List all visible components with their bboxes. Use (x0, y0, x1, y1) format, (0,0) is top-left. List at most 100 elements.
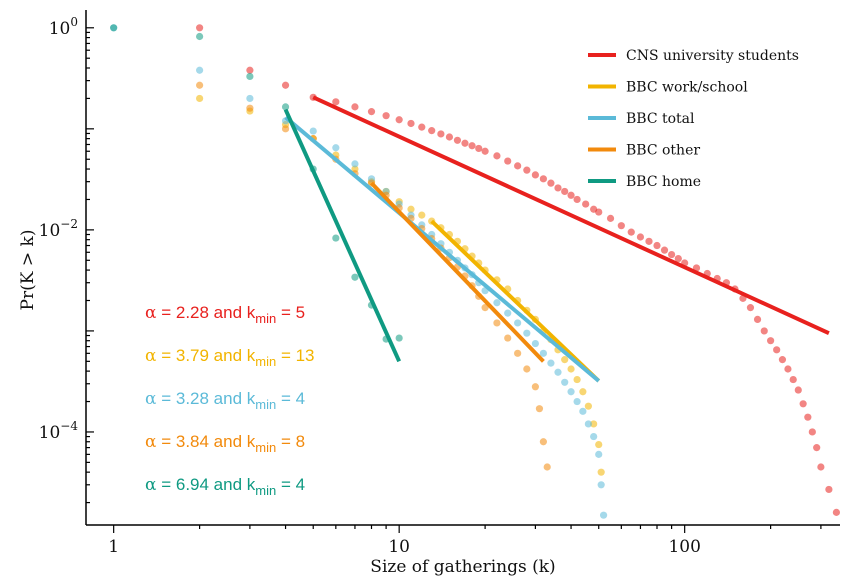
y-tick-label: 100 (49, 15, 78, 39)
axes (85, 10, 840, 526)
data-point (789, 375, 797, 384)
alpha-value: = 3.84 and k (156, 432, 255, 451)
data-point (543, 463, 551, 471)
data-point (493, 319, 501, 327)
data-point (539, 175, 547, 183)
data-point (567, 191, 575, 199)
series-bbc-home (110, 24, 403, 343)
data-point (196, 66, 204, 74)
data-point (573, 375, 581, 384)
data-point (468, 142, 476, 150)
data-point (367, 108, 376, 116)
data-point (561, 356, 569, 364)
data-point (428, 127, 436, 135)
kmin-subscript: min (255, 311, 276, 326)
data-point (554, 184, 562, 192)
data-point (461, 139, 469, 147)
data-point (599, 511, 608, 519)
alpha-value: = 3.28 and k (156, 389, 255, 408)
fit-line (284, 115, 601, 383)
series-bbc-other (196, 81, 551, 471)
data-point (351, 273, 359, 281)
data-point (110, 24, 118, 32)
data-point (799, 400, 807, 408)
data-point (437, 130, 445, 138)
legend-label: BBC home (626, 174, 701, 190)
data-point (514, 162, 522, 170)
data-point (531, 383, 539, 391)
data-point (590, 432, 598, 441)
data-point (561, 378, 569, 386)
data-point (246, 104, 254, 112)
data-point (606, 214, 615, 222)
y-tick-label: 10−2 (39, 217, 78, 241)
data-point (653, 241, 661, 250)
data-point (579, 388, 587, 396)
fit-annotation: α = 3.84 and kmin = 8 (145, 432, 305, 455)
legend-label: BBC work/school (626, 80, 748, 96)
data-point (832, 508, 841, 516)
x-axis-title: Size of gatherings (k) (370, 557, 555, 577)
data-point (817, 463, 825, 471)
y-tick-exponent: −2 (60, 217, 78, 231)
series-bbc-work-school (196, 94, 605, 476)
data-point (481, 304, 489, 312)
data-point (547, 179, 555, 187)
data-point (504, 157, 512, 165)
data-point (547, 359, 555, 367)
data-point (475, 144, 483, 153)
data-point (539, 438, 547, 446)
data-point (595, 208, 603, 216)
data-point (351, 160, 359, 168)
data-point (523, 329, 531, 337)
data-point (778, 356, 787, 364)
y-tick-exponent: −4 (60, 419, 78, 433)
alpha-symbol: α (145, 389, 157, 409)
data-point (514, 349, 522, 357)
legend-label: CNS university students (626, 48, 799, 64)
kmin-subscript: min (255, 483, 276, 498)
x-ticks: 1 10 100 (108, 525, 822, 557)
data-point (382, 112, 390, 120)
y-tick-label: 10−4 (39, 419, 79, 443)
data-point (332, 98, 340, 106)
data-point (332, 234, 340, 242)
alpha-symbol: α (145, 303, 157, 323)
y-tick-base: 10 (39, 221, 61, 241)
alpha-symbol: α (145, 346, 157, 366)
data-point (535, 405, 544, 413)
kmin-value: = 4 (276, 389, 305, 408)
kmin-value: = 5 (276, 303, 305, 322)
kmin-value: = 4 (276, 475, 305, 494)
data-point (617, 222, 625, 230)
legend-label: BBC other (626, 143, 700, 159)
data-point (584, 402, 592, 410)
fit-line (430, 219, 601, 383)
fit-line (370, 181, 545, 363)
data-point (636, 233, 645, 241)
kmin-value: = 13 (276, 346, 314, 365)
data-point (773, 346, 781, 354)
kmin-subscript: min (255, 397, 276, 412)
fit-annotation: α = 3.28 and kmin = 4 (145, 389, 305, 412)
fit-annotation: α = 2.28 and kmin = 5 (145, 303, 305, 326)
data-point (668, 250, 676, 259)
data-point (196, 24, 204, 32)
data-point (407, 205, 415, 213)
data-point (281, 125, 290, 133)
data-point (561, 187, 569, 196)
data-point (196, 94, 204, 103)
data-point (760, 327, 768, 335)
fit-line (283, 108, 401, 363)
data-point (767, 337, 775, 345)
data-point (567, 388, 575, 396)
data-point (514, 319, 522, 327)
data-point (590, 420, 598, 428)
alpha-symbol: α (145, 475, 157, 495)
data-point (582, 200, 590, 208)
fit-lines (283, 95, 830, 383)
data-point (453, 136, 462, 144)
data-point (674, 254, 682, 263)
